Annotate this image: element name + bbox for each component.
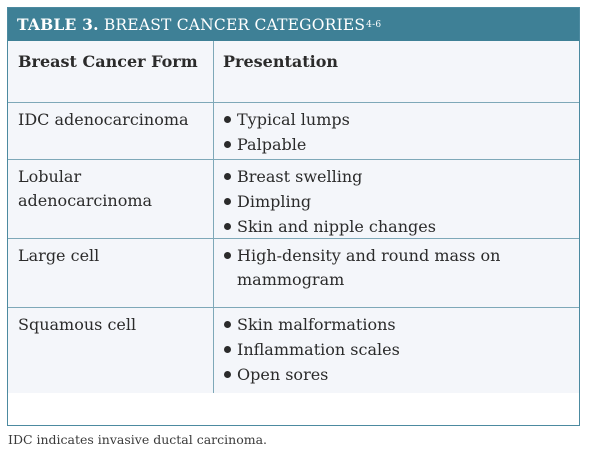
header-form: Breast Cancer Form — [8, 41, 214, 102]
row-form-idc: IDC adenocarcinoma — [8, 102, 214, 159]
bullet-icon — [224, 173, 231, 180]
row-presentation-idc: Typical lumps Palpable — [214, 102, 579, 159]
table-number: TABLE 3. — [17, 15, 99, 34]
list-item: Inflammation scales — [223, 338, 571, 362]
row-form-large-cell: Large cell — [8, 238, 214, 307]
bullet-icon — [224, 198, 231, 205]
list-item: Dimpling — [223, 190, 571, 214]
table-title: TABLE 3. BREAST CANCER CATEGORIES 4-6 — [8, 8, 579, 41]
list-item: Breast swelling — [223, 165, 571, 189]
bullet-icon — [224, 223, 231, 230]
header-presentation: Presentation — [223, 52, 338, 71]
table-title-references: 4-6 — [366, 19, 382, 30]
row-form-lobular: Lobular adenocarcinoma — [8, 159, 214, 238]
table-grid: Breast Cancer Form Presentation IDC aden… — [8, 41, 579, 393]
row-presentation-lobular: Breast swelling Dimpling Skin and nipple… — [214, 159, 579, 238]
list-item: High-density and round mass on mammogram — [223, 244, 571, 292]
bullet-icon — [224, 141, 231, 148]
breast-cancer-table: TABLE 3. BREAST CANCER CATEGORIES 4-6 Bre… — [7, 7, 580, 426]
bullet-icon — [224, 346, 231, 353]
list-item: Typical lumps — [223, 108, 571, 132]
list-item: Open sores — [223, 363, 571, 387]
row-presentation-squamous: Skin malformations Inflammation scales O… — [214, 307, 579, 393]
list-item: Skin malformations — [223, 313, 571, 337]
table-title-text: BREAST CANCER CATEGORIES — [98, 15, 366, 34]
table-footnote: IDC indicates invasive ductal carcinoma. — [8, 432, 267, 447]
list-item: Skin and nipple changes — [223, 215, 571, 239]
bullet-icon — [224, 321, 231, 328]
bullet-icon — [224, 252, 231, 259]
row-form-squamous: Squamous cell — [8, 307, 214, 393]
row-presentation-large-cell: High-density and round mass on mammogram — [214, 238, 579, 307]
list-item: Palpable — [223, 133, 571, 157]
bullet-icon — [224, 116, 231, 123]
bullet-icon — [224, 371, 231, 378]
